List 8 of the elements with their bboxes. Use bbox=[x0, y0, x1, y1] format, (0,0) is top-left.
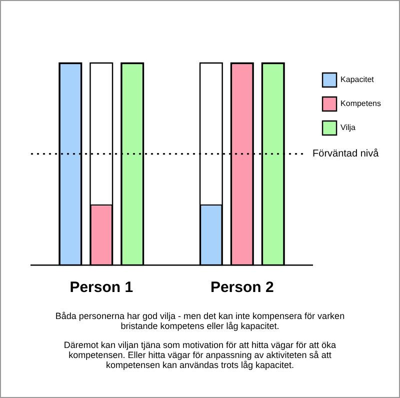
x-tick-label: Person 1 bbox=[70, 279, 134, 296]
legend-label: Kapacitet bbox=[340, 75, 375, 84]
text: Båda personerna har god vilja - men det kan inte kompensera för varken bristande kompetens eller låg kapacitet. bbox=[54, 311, 346, 331]
legend-label: Vilja bbox=[340, 123, 356, 132]
text: Däremot kan viljan tjäna som motivation för att hitta vägar för att öka kompetensen. Eller hitta vägar för anpassning av aktiviteten så att kompetensen kan användas trots låg kapacitet. bbox=[62, 340, 338, 370]
legend-label: Kompetens bbox=[340, 99, 381, 108]
x-tick-label: Person 2 bbox=[210, 279, 274, 296]
ref-line-label: Förväntad nivå bbox=[312, 148, 380, 160]
